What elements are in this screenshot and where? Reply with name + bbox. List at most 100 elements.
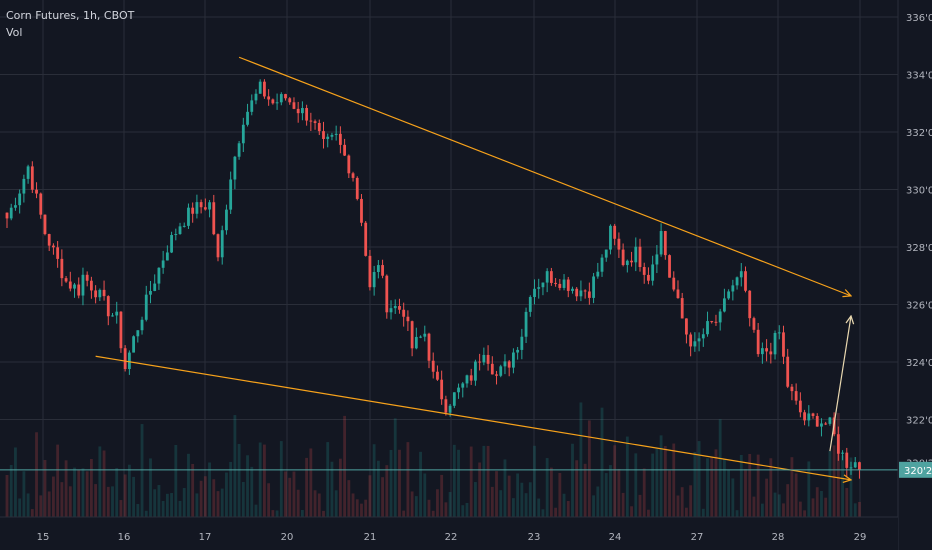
- candle: [305, 104, 309, 126]
- price-tick-label: 334'0: [906, 71, 932, 82]
- candle-body: [123, 348, 127, 370]
- volume-bar: [596, 486, 600, 517]
- price-tick-label: 324'0: [906, 358, 932, 369]
- volume-bar: [853, 503, 857, 517]
- time-axis[interactable]: 15 16 17 20 21 22 23 24 27 28 29: [0, 516, 898, 550]
- candle-body: [689, 334, 693, 347]
- candle-body: [474, 361, 477, 381]
- candle: [562, 274, 566, 291]
- volume-bar: [292, 471, 296, 517]
- candle-body: [600, 257, 604, 272]
- volume-bar: [225, 472, 228, 517]
- candle: [35, 182, 38, 199]
- volume-bar: [410, 491, 414, 517]
- candle-body: [735, 277, 739, 286]
- candle: [254, 89, 258, 105]
- candle-body: [744, 271, 747, 291]
- volume-bar: [30, 509, 34, 517]
- volume-bar: [554, 507, 557, 517]
- candle: [338, 126, 342, 154]
- candle: [490, 356, 494, 375]
- volume-bar: [524, 493, 528, 517]
- volume-bar: [782, 503, 785, 517]
- candle-body: [81, 274, 85, 296]
- candle-body: [773, 332, 777, 355]
- candle-body: [845, 452, 849, 468]
- candle: [347, 154, 351, 179]
- volume-bar: [545, 458, 549, 517]
- candle: [849, 461, 853, 475]
- candle: [322, 121, 325, 149]
- candle: [279, 92, 283, 106]
- candle-body: [246, 111, 249, 125]
- candle: [351, 171, 355, 182]
- candle-body: [545, 271, 549, 283]
- candle: [820, 418, 823, 437]
- price-tick-label: 336'0: [906, 13, 932, 24]
- candle: [203, 198, 207, 211]
- candle-body: [271, 99, 275, 104]
- candle-body: [414, 336, 418, 349]
- volume-bar: [723, 459, 726, 517]
- candle: [499, 364, 503, 378]
- candle-body: [739, 271, 743, 278]
- candle-body: [617, 238, 621, 250]
- candle-body: [815, 415, 819, 427]
- volume-bar: [157, 485, 161, 517]
- volume-bar: [571, 443, 574, 517]
- volume-bar: [739, 454, 743, 517]
- candle: [436, 365, 439, 381]
- candle-body: [419, 336, 422, 338]
- volume-bar: [182, 488, 186, 517]
- volume-bar: [617, 468, 621, 517]
- symbol-title[interactable]: Corn Futures, 1h, CBOT: [6, 9, 135, 22]
- volume-bar: [528, 482, 532, 517]
- breakout-arrow[interactable]: [829, 316, 851, 452]
- price-axis[interactable]: 320'2 322'0 324'0 326'0 328'0 330'0 332'0 334'0…: [897, 0, 932, 550]
- candle: [360, 194, 363, 227]
- volume-bar: [279, 441, 283, 517]
- candle: [672, 271, 676, 292]
- candle: [165, 245, 169, 261]
- candle-body: [554, 282, 557, 284]
- time-tick-label: 23: [528, 532, 541, 543]
- lower-trendline[interactable]: [95, 355, 851, 480]
- candle-body: [452, 392, 456, 406]
- candle-body: [638, 246, 642, 268]
- price-tick-label: 322'0: [906, 416, 932, 427]
- volume-bar: [14, 447, 17, 517]
- candle: [85, 271, 89, 287]
- candle: [478, 353, 482, 371]
- volume-bar: [149, 458, 152, 517]
- candle-body: [512, 352, 515, 368]
- drawings[interactable]: [95, 56, 851, 480]
- volume-bar: [406, 442, 410, 517]
- volume-bar: [566, 501, 570, 517]
- candle-body: [490, 363, 494, 375]
- volume-legend-label: Vol: [6, 26, 23, 39]
- volume-bar: [815, 487, 819, 517]
- volume-bar: [351, 493, 355, 517]
- candle: [313, 119, 317, 130]
- candle-body: [35, 189, 38, 194]
- candle-body: [782, 332, 785, 357]
- candle-body: [685, 318, 688, 335]
- volume-bar: [241, 482, 245, 517]
- volume-bar: [604, 473, 608, 517]
- candle: [170, 231, 173, 254]
- candle-body: [22, 178, 26, 194]
- time-tick-label: 22: [445, 532, 458, 543]
- volume-bar: [714, 449, 718, 517]
- volume-bar: [102, 450, 106, 517]
- candle-body: [191, 207, 195, 214]
- upper-trendline[interactable]: [238, 56, 851, 296]
- volume-bar: [90, 458, 93, 517]
- volume-bar: [659, 435, 663, 517]
- candle-body: [237, 143, 241, 157]
- volume-bar: [537, 498, 541, 517]
- candle-body: [326, 136, 330, 139]
- candle: [469, 368, 473, 385]
- candle-body: [85, 274, 89, 281]
- volume-bar: [208, 462, 211, 517]
